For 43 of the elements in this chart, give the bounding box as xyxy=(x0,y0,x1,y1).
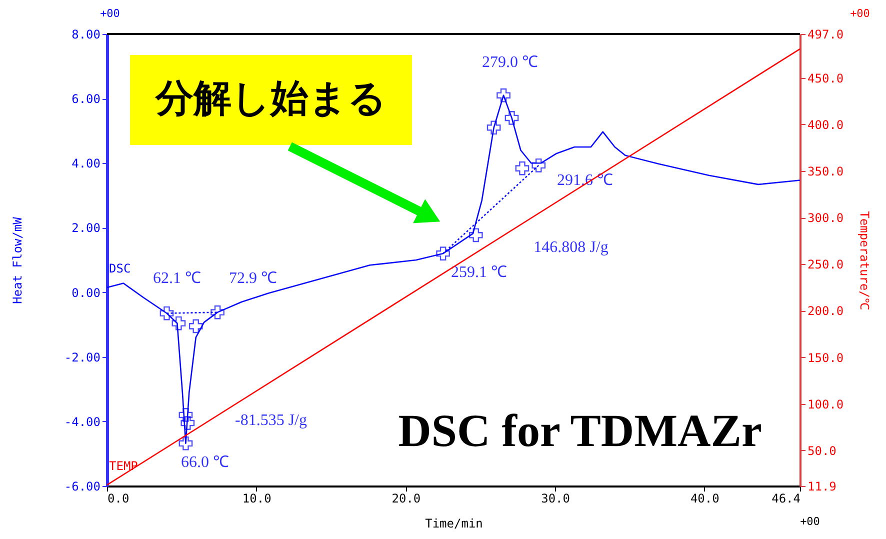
y2-tick-label: 300.0 xyxy=(808,211,844,226)
series-label: TEMP xyxy=(109,458,138,473)
y-tick-label: -2.00 xyxy=(64,350,100,364)
series-label: DSC xyxy=(109,261,131,276)
y-tick-label: -6.00 xyxy=(64,480,100,494)
y2-axis-title: Temperature/℃ xyxy=(858,211,872,310)
annotation: -81.535 J/g xyxy=(235,412,307,429)
y-tick-label: 0.00 xyxy=(72,286,100,300)
y-tick-label: 8.00 xyxy=(72,28,100,42)
annotation: 66.0 ℃ xyxy=(181,454,229,471)
x-tick-label: 40.0 xyxy=(690,492,720,506)
y2-tick-label: 100.0 xyxy=(808,397,844,412)
text: +00 xyxy=(800,515,820,528)
y2-tick-label: 11.9 xyxy=(808,480,836,494)
y2-tick-label: 497.0 xyxy=(808,28,844,42)
x-tick-label: 20.0 xyxy=(392,492,421,506)
y2-tick-label: 450.0 xyxy=(808,71,844,86)
annotation: 279.0 ℃ xyxy=(482,54,538,71)
y-axis-title: Heat Flow/mW xyxy=(10,216,24,304)
y-tick-label: -4.00 xyxy=(64,414,100,429)
annotation: 146.808 J/g xyxy=(534,239,608,256)
x-tick-label: 0.0 xyxy=(108,492,130,506)
y2-tick-label: 150.0 xyxy=(808,350,844,365)
text: +00 xyxy=(850,7,870,20)
annotation: 分解し始まる xyxy=(154,76,386,120)
x-tick-label: 46.4 xyxy=(772,492,800,506)
annotation: 259.1 ℃ xyxy=(451,264,507,281)
y2-tick-label: 350.0 xyxy=(808,164,844,178)
x-tick-label: 10.0 xyxy=(242,492,272,506)
annotation: 62.1 ℃ xyxy=(153,270,201,287)
text: +00 xyxy=(100,7,120,20)
annotation: 72.9 ℃ xyxy=(229,270,277,287)
y-tick-label: 4.00 xyxy=(72,156,100,171)
y2-tick-label: 50.0 xyxy=(808,444,836,458)
x-tick-label: 30.0 xyxy=(541,492,570,506)
annotation: 291.6 ℃ xyxy=(557,172,613,189)
y2-tick-label: 200.0 xyxy=(808,304,844,318)
y-tick-label: 2.00 xyxy=(72,221,100,236)
x-axis-title: Time/min xyxy=(425,516,483,530)
y2-tick-label: 400.0 xyxy=(808,118,844,132)
y-tick-label: 6.00 xyxy=(72,92,100,106)
y2-tick-label: 250.0 xyxy=(808,258,844,272)
annotation: DSC for TDMAZr xyxy=(398,405,762,456)
